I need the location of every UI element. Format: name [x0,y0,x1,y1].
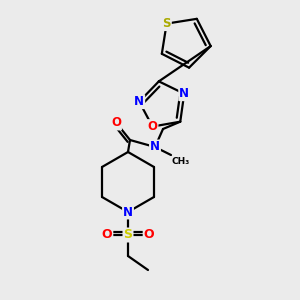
Text: S: S [124,229,133,242]
Text: O: O [111,116,121,130]
Text: O: O [102,229,112,242]
Text: CH₃: CH₃ [172,157,190,166]
Text: N: N [134,95,144,108]
Text: S: S [162,17,171,30]
Text: N: N [150,140,160,154]
Text: O: O [148,120,158,133]
Text: N: N [179,87,189,100]
Text: N: N [123,206,133,218]
Text: O: O [144,229,154,242]
